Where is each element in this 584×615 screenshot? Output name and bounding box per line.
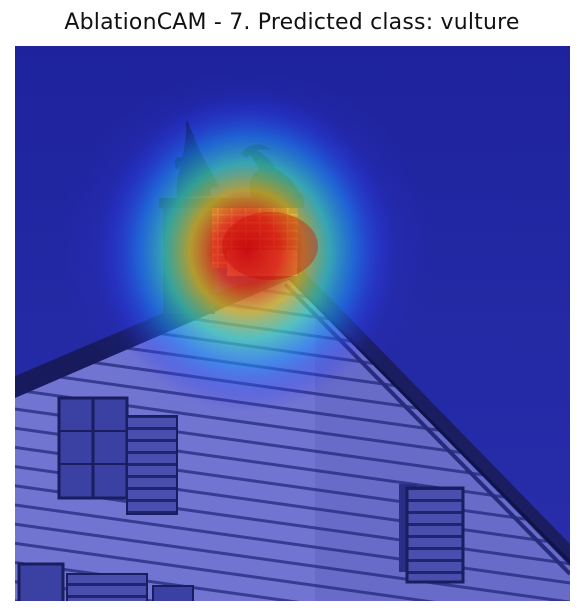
heatmap-hotspot — [97, 91, 397, 411]
window-right — [399, 484, 465, 584]
cam-image — [15, 46, 570, 601]
cam-image-svg — [15, 46, 570, 601]
window-bottom-left — [17, 562, 194, 601]
window-left — [57, 396, 178, 515]
figure-title: AblationCAM - 7. Predicted class: vultur… — [64, 10, 520, 35]
